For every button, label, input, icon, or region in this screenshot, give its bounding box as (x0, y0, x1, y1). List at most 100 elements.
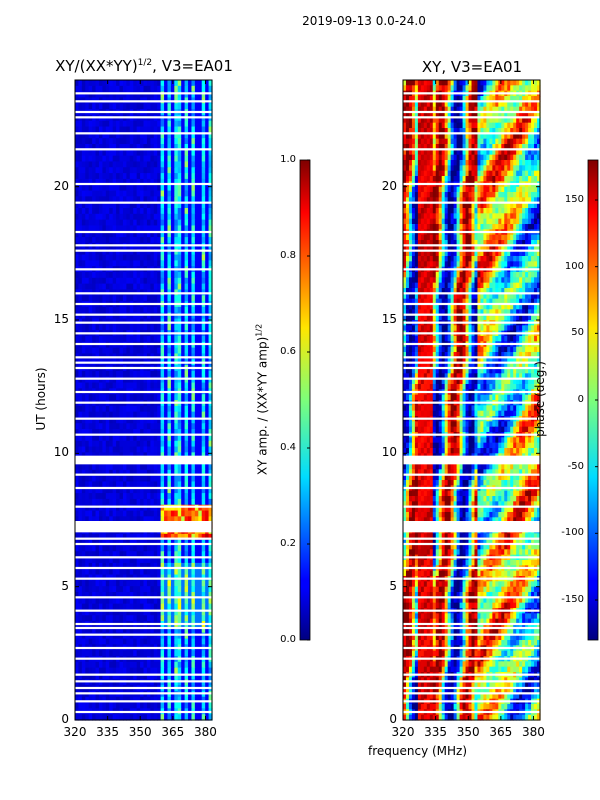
right-heat-cell (408, 106, 413, 113)
left-heat-cell (78, 347, 83, 355)
left-heat-cell (205, 178, 210, 186)
left-heat-cell (78, 516, 83, 523)
left-heat-cell (126, 696, 131, 704)
left-heat-cell (170, 138, 175, 145)
left-heat-cell (208, 434, 213, 442)
left-heat-cell (126, 551, 131, 558)
left-heat-cell (174, 382, 179, 389)
left-heat-cell (129, 190, 134, 197)
right-heat-cell (408, 85, 413, 92)
left-heat-cell (98, 440, 103, 448)
left-heat-cell (126, 336, 131, 343)
left-heat-cell (133, 562, 138, 570)
left-heat-cell (119, 237, 124, 244)
left-heat-cell (201, 429, 206, 436)
left-heat-cell (177, 370, 182, 378)
left-heat-cell (81, 312, 86, 320)
left-heat-cell (188, 498, 193, 506)
left-heat-cell (153, 498, 158, 506)
left-heat-cell (92, 469, 97, 477)
left-heat-cell (181, 597, 186, 605)
left-heat-cell (88, 597, 93, 605)
left-heat-cell (116, 440, 121, 448)
left-heat-cell (184, 702, 189, 709)
left-heat-cell (191, 196, 196, 203)
left-heat-cell (146, 603, 151, 611)
left-heat-cell (191, 568, 196, 576)
left-heat-cell (184, 405, 189, 413)
left-heat-cell (157, 696, 162, 704)
left-heat-cell (88, 562, 93, 570)
left-heat-cell (205, 539, 210, 547)
left-heat-cell (119, 411, 124, 419)
left-heat-cell (78, 394, 83, 401)
left-heat-cell (92, 149, 97, 157)
left-heat-cell (157, 650, 162, 657)
right-heat-cell (444, 133, 449, 140)
left-heat-cell (75, 557, 80, 564)
left-heat-cell (88, 219, 93, 227)
left-heat-cell (194, 91, 199, 99)
left-heat-cell (112, 138, 117, 145)
left-heat-cell (98, 248, 103, 256)
left-heat-cell (150, 557, 155, 564)
left-heat-cell (122, 597, 127, 605)
left-heat-cell (174, 696, 179, 704)
left-heat-cell (181, 493, 186, 500)
left-heat-cell (164, 487, 169, 494)
left-heat-cell (95, 208, 100, 215)
left-heat-cell (126, 592, 131, 599)
left-heat-cell (122, 673, 127, 680)
left-heat-cell (112, 213, 117, 221)
left-heat-cell (78, 562, 83, 570)
left-heat-cell (105, 446, 110, 453)
left-heat-cell (129, 673, 134, 680)
left-heat-cell (194, 609, 199, 616)
left-heat-cell (88, 545, 93, 552)
left-heat-cell (92, 440, 97, 448)
left-heat-cell (116, 167, 121, 174)
left-heat-cell (122, 667, 127, 675)
left-heat-cell (205, 615, 210, 622)
left-heat-cell (150, 144, 155, 151)
left-heat-cell (116, 237, 121, 244)
left-heat-cell (205, 394, 210, 401)
left-heat-cell (146, 85, 151, 93)
right-heat-cell (468, 101, 473, 108)
left-heat-cell (122, 248, 127, 256)
left-heat-cell (75, 434, 80, 442)
left-heat-cell (98, 103, 103, 110)
right-heat-cell (420, 144, 425, 150)
left-heat-cell (85, 679, 90, 686)
left-heat-cell (167, 231, 172, 238)
left-heat-cell (136, 208, 141, 215)
left-heat-cell (188, 208, 193, 215)
left-heat-cell (205, 452, 210, 459)
left-heat-cell (140, 312, 145, 320)
left-heat-cell (85, 638, 90, 645)
right-heat-cell (501, 117, 505, 124)
right-heat-cell (423, 133, 428, 140)
right-heat-cell (441, 138, 446, 145)
left-heat-cell (95, 120, 100, 128)
left-heat-cell (95, 219, 100, 227)
left-heat-cell (92, 417, 97, 424)
left-heat-cell (95, 225, 100, 232)
left-heat-cell (181, 213, 186, 221)
left-heat-cell (164, 568, 169, 576)
left-heat-cell (81, 126, 86, 133)
left-heat-cell (85, 493, 90, 500)
right-heat-cell (465, 133, 470, 140)
left-heat-cell (160, 510, 165, 517)
left-heat-cell (88, 429, 93, 436)
left-heat-cell (194, 237, 199, 244)
right-heat-cell (453, 85, 458, 92)
left-heat-cell (146, 324, 151, 331)
left-heat-cell (191, 178, 196, 186)
left-heat-cell (126, 295, 131, 302)
left-heat-cell (174, 440, 179, 448)
left-heat-cell (160, 167, 165, 174)
left-heat-cell (126, 248, 131, 256)
left-heat-cell (75, 277, 80, 285)
left-heat-cell (129, 696, 134, 704)
